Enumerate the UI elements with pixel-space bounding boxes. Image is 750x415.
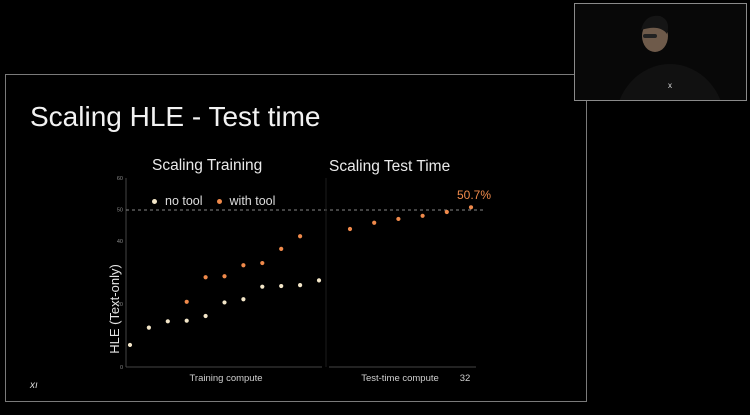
data-point-no-tool bbox=[241, 297, 246, 302]
legend-swatch-no-tool bbox=[152, 198, 157, 204]
data-point-no-tool bbox=[298, 283, 303, 288]
data-point-no-tool bbox=[222, 300, 227, 305]
y-tick-label: 40 bbox=[117, 239, 123, 245]
y-axis-label: HLE (Text-only) bbox=[107, 264, 122, 354]
x-tick-label-32: 32 bbox=[460, 373, 471, 384]
presenter-glasses bbox=[643, 34, 657, 38]
legend-label-with-tool: with tool bbox=[229, 194, 276, 208]
data-point-no-tool bbox=[165, 319, 170, 324]
data-point-with-tool bbox=[222, 274, 227, 279]
slide-title: Scaling HLE - Test time bbox=[30, 101, 321, 132]
shirt-logo-icon: x bbox=[668, 81, 672, 90]
legend-label-no-tool: no tool bbox=[165, 194, 203, 208]
presenter-body bbox=[619, 64, 721, 100]
max-score-annotation: 50.7% bbox=[457, 188, 491, 202]
presenter-hair bbox=[641, 15, 669, 34]
data-point-with-tool bbox=[184, 299, 189, 304]
x-axis-label-training: Training compute bbox=[189, 373, 262, 384]
x-axis-label-test-time: Test-time compute bbox=[361, 373, 439, 384]
data-point-with-tool bbox=[468, 205, 474, 210]
y-tick-label: 20 bbox=[117, 302, 123, 308]
data-point-with-tool bbox=[372, 220, 377, 225]
data-point-with-tool bbox=[241, 263, 246, 268]
data-point-with-tool bbox=[420, 213, 425, 218]
data-point-no-tool bbox=[127, 342, 133, 348]
data-point-no-tool bbox=[316, 278, 322, 283]
presentation-slide: Scaling HLE - Test time Scaling Training… bbox=[5, 74, 587, 402]
scatter-chart: 0 20 40 50 60 HLE (Text-only) Training compu… bbox=[107, 176, 491, 384]
brand-logo: xı bbox=[30, 380, 38, 391]
data-point-no-tool bbox=[203, 313, 208, 319]
data-point-with-tool bbox=[444, 209, 449, 215]
legend-swatch-with-tool bbox=[216, 198, 222, 204]
subtitle-scaling-test-time: Scaling Test Time bbox=[329, 158, 451, 175]
data-point-with-tool bbox=[396, 216, 401, 222]
chart-legend: no tool with tool bbox=[152, 194, 275, 208]
data-point-no-tool bbox=[260, 284, 265, 289]
y-tick-label: 50 bbox=[117, 208, 123, 214]
presenter-video: x bbox=[575, 4, 746, 100]
subtitle-scaling-training: Scaling Training bbox=[152, 157, 263, 174]
data-point-with-tool bbox=[298, 234, 303, 239]
data-point-with-tool bbox=[260, 260, 265, 266]
data-point-with-tool bbox=[279, 246, 284, 251]
y-tick-label: 0 bbox=[120, 365, 123, 371]
data-point-no-tool bbox=[279, 283, 284, 289]
presenter-webcam: x bbox=[574, 3, 747, 101]
data-point-no-tool bbox=[184, 318, 189, 323]
data-point-no-tool bbox=[146, 325, 151, 330]
data-point-with-tool bbox=[347, 226, 353, 232]
y-tick-label: 60 bbox=[117, 176, 123, 182]
data-point-with-tool bbox=[203, 275, 208, 280]
